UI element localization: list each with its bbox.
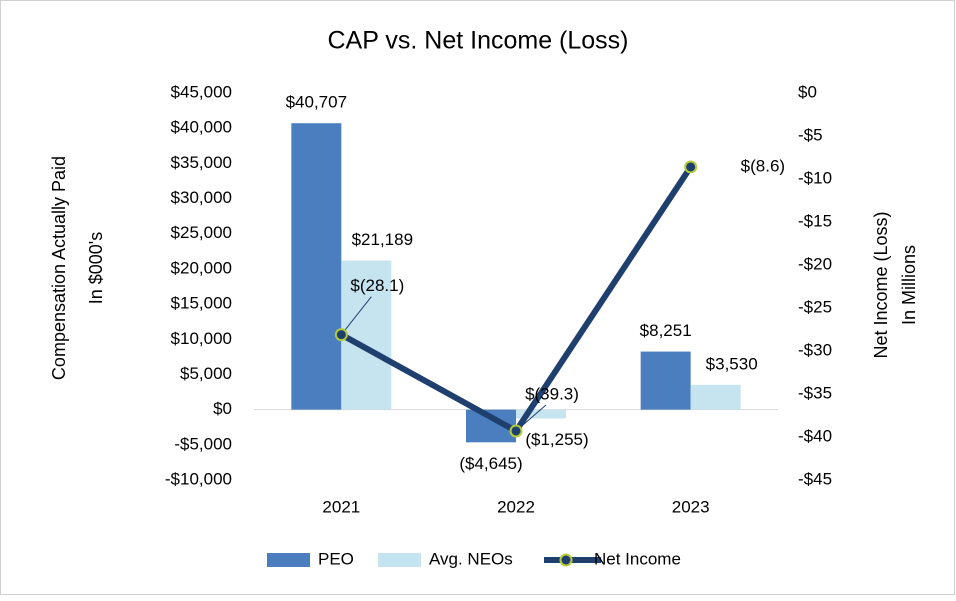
- y-tick-label: $5,000: [180, 364, 232, 383]
- data-label: ($4,645): [459, 454, 522, 473]
- bar: [640, 351, 691, 410]
- y-tick-label: $15,000: [171, 294, 232, 313]
- y-axis-title: In $000's: [86, 232, 106, 305]
- legend-swatch: [267, 553, 310, 567]
- y2-tick-label: $0: [798, 82, 817, 101]
- legend-label: PEO: [318, 549, 354, 568]
- y2-tick-label: -$15: [798, 211, 832, 230]
- y-tick-label: $20,000: [171, 258, 232, 277]
- y2-tick-label: -$25: [798, 297, 832, 316]
- bar: [690, 384, 741, 410]
- bar: [516, 409, 566, 419]
- marker: [684, 160, 698, 174]
- y2-tick-label: -$40: [798, 426, 832, 445]
- bar: [291, 123, 342, 410]
- data-label: $3,530: [706, 354, 758, 373]
- y-tick-label: $45,000: [171, 82, 232, 101]
- data-label: $(8.6): [741, 156, 785, 175]
- legend-swatch: [378, 553, 421, 567]
- y2-tick-label: -$45: [798, 469, 832, 488]
- legend-label: Avg. NEOs: [429, 549, 513, 568]
- y2-tick-label: -$5: [798, 125, 823, 144]
- y2-axis-title: In Millions: [899, 245, 919, 325]
- y-tick-label: -$10,000: [165, 469, 232, 488]
- data-label: $(39.3): [525, 384, 579, 403]
- y2-tick-label: -$10: [798, 168, 832, 187]
- bar: [341, 260, 392, 410]
- legend-marker: [559, 553, 573, 567]
- y-tick-label: $35,000: [171, 153, 232, 172]
- y-tick-label: $30,000: [171, 188, 232, 207]
- y-tick-label: -$5,000: [174, 434, 232, 453]
- data-label: $(28.1): [350, 276, 404, 295]
- y-tick-label: $25,000: [171, 223, 232, 242]
- x-tick-label: 2021: [322, 497, 360, 516]
- data-label: $8,251: [640, 321, 692, 340]
- data-label: $40,707: [286, 93, 347, 112]
- legend-label: Net Income: [594, 549, 681, 568]
- data-label: $21,189: [352, 230, 413, 249]
- leader-line: [340, 296, 372, 335]
- leader-line: [515, 404, 547, 432]
- marker: [334, 328, 348, 342]
- y2-axis-title: Net Income (Loss): [871, 211, 891, 358]
- x-tick-label: 2022: [497, 497, 535, 516]
- y-axis-title: Compensation Actually Paid: [49, 156, 69, 380]
- y2-tick-label: -$35: [798, 383, 832, 402]
- marker: [509, 424, 523, 438]
- y-tick-label: $0: [213, 399, 232, 418]
- chart-title: CAP vs. Net Income (Loss): [327, 27, 628, 55]
- y-tick-label: $10,000: [171, 329, 232, 348]
- y2-tick-label: -$20: [798, 254, 832, 273]
- x-tick-label: 2023: [672, 497, 710, 516]
- data-label: ($1,255): [525, 430, 588, 449]
- y-tick-label: $40,000: [171, 118, 232, 137]
- y2-tick-label: -$30: [798, 340, 832, 359]
